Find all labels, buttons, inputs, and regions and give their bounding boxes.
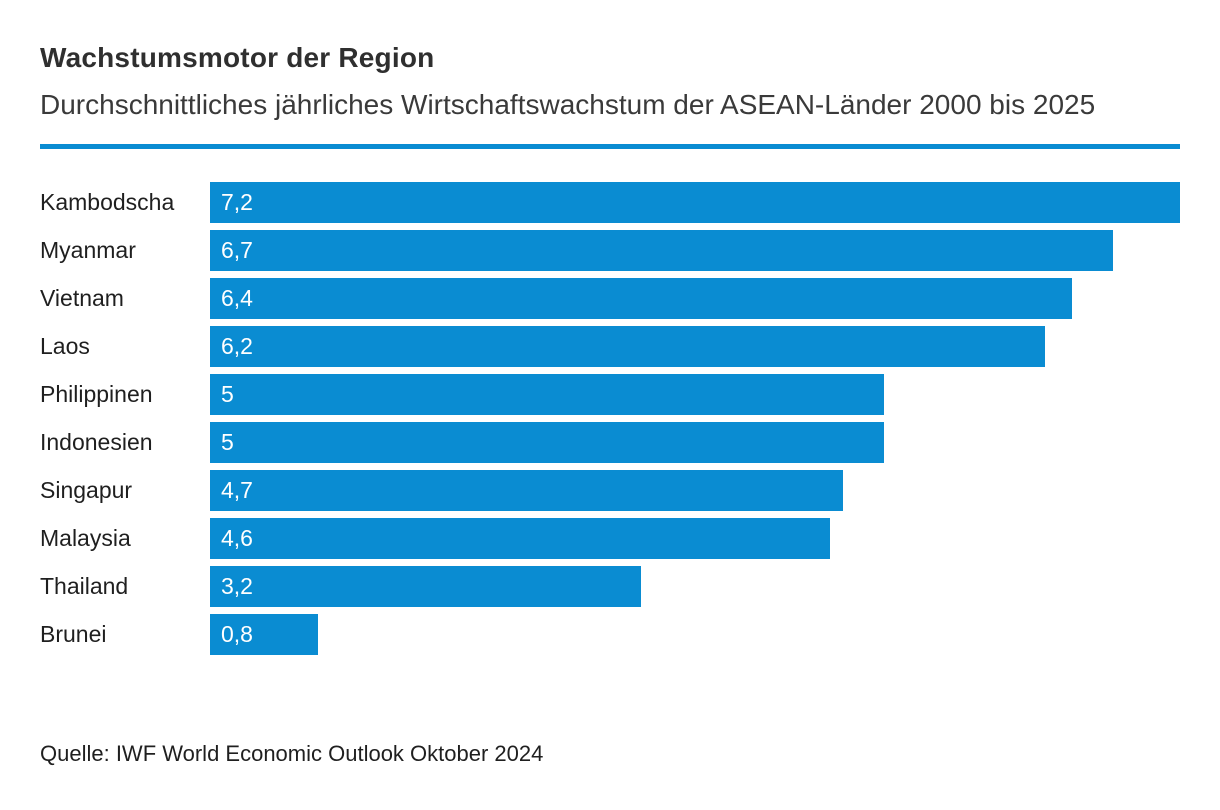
bar-row: Philippinen 5 xyxy=(40,374,1140,415)
category-label: Singapur xyxy=(40,477,133,503)
bar-row: Brunei 0,8 xyxy=(40,614,1140,655)
content-area: Wachstumsmotor der Region Durchschnittli… xyxy=(40,42,1180,655)
bar-row: Singapur 4,7 xyxy=(40,470,1140,511)
bar-fill: 5 xyxy=(210,374,884,415)
bar-fill: 4,6 xyxy=(210,518,830,559)
bar-track: 4,7 xyxy=(210,470,1180,511)
bar-track: 5 xyxy=(210,422,1180,463)
bar-value-label: 4,7 xyxy=(221,477,253,503)
bar-row: Laos 6,2 xyxy=(40,326,1140,367)
bar-chart: Kambodscha 7,2 Myanmar 6,7 Vietnam 6,4 Laos 6,2… xyxy=(40,182,1180,655)
bar-value-label: 5 xyxy=(221,381,234,407)
bar-fill: 3,2 xyxy=(210,566,642,607)
category-label: Kambodscha xyxy=(40,189,175,215)
bar-track: 4,6 xyxy=(210,518,1180,559)
category-label: Brunei xyxy=(40,621,107,647)
bar-row: Kambodscha 7,2 xyxy=(40,182,1180,223)
category-label: Philippinen xyxy=(40,381,153,407)
bar-value-label: 3,2 xyxy=(221,573,253,599)
bar-track: 6,4 xyxy=(210,278,1180,319)
bar-value-label: 7,2 xyxy=(221,189,253,215)
bar-row: Indonesien 5 xyxy=(40,422,1140,463)
bar-row: Malaysia 4,6 xyxy=(40,518,1140,559)
accent-divider xyxy=(40,144,1180,149)
category-label: Thailand xyxy=(40,573,129,599)
category-label: Myanmar xyxy=(40,237,136,263)
bar-track: 0,8 xyxy=(210,614,1180,655)
bar-track: 6,2 xyxy=(210,326,1180,367)
bar-track: 6,7 xyxy=(210,230,1180,271)
category-label: Vietnam xyxy=(40,285,124,311)
bar-row: Myanmar 6,7 xyxy=(40,230,1140,271)
bar-value-label: 6,7 xyxy=(221,237,253,263)
bar-value-label: 4,6 xyxy=(221,525,253,551)
bar-fill: 4,7 xyxy=(210,470,844,511)
category-label: Laos xyxy=(40,333,90,359)
bar-value-label: 5 xyxy=(221,429,234,455)
bar-track: 5 xyxy=(210,374,1180,415)
category-label: Indonesien xyxy=(40,429,153,455)
bar-value-label: 6,2 xyxy=(221,333,253,359)
chart-subtitle: Durchschnittliches jährliches Wirtschaft… xyxy=(40,89,1096,120)
bar-track: 7,2 xyxy=(210,182,1180,223)
bar-fill: 6,4 xyxy=(210,278,1073,319)
bar-fill: 7,2 xyxy=(210,182,1180,223)
bar-track: 3,2 xyxy=(210,566,1180,607)
bar-value-label: 0,8 xyxy=(221,621,253,647)
bar-value-label: 6,4 xyxy=(221,285,253,311)
bar-row: Vietnam 6,4 xyxy=(40,278,1140,319)
source-note: Quelle: IWF World Economic Outlook Oktob… xyxy=(40,741,544,766)
bar-fill: 5 xyxy=(210,422,884,463)
page-title: Wachstumsmotor der Region xyxy=(40,42,435,73)
bar-fill: 6,7 xyxy=(210,230,1113,271)
category-label: Malaysia xyxy=(40,525,131,551)
bar-fill: 6,2 xyxy=(210,326,1046,367)
bar-row: Thailand 3,2 xyxy=(40,566,1140,607)
bar-fill: 0,8 xyxy=(210,614,318,655)
